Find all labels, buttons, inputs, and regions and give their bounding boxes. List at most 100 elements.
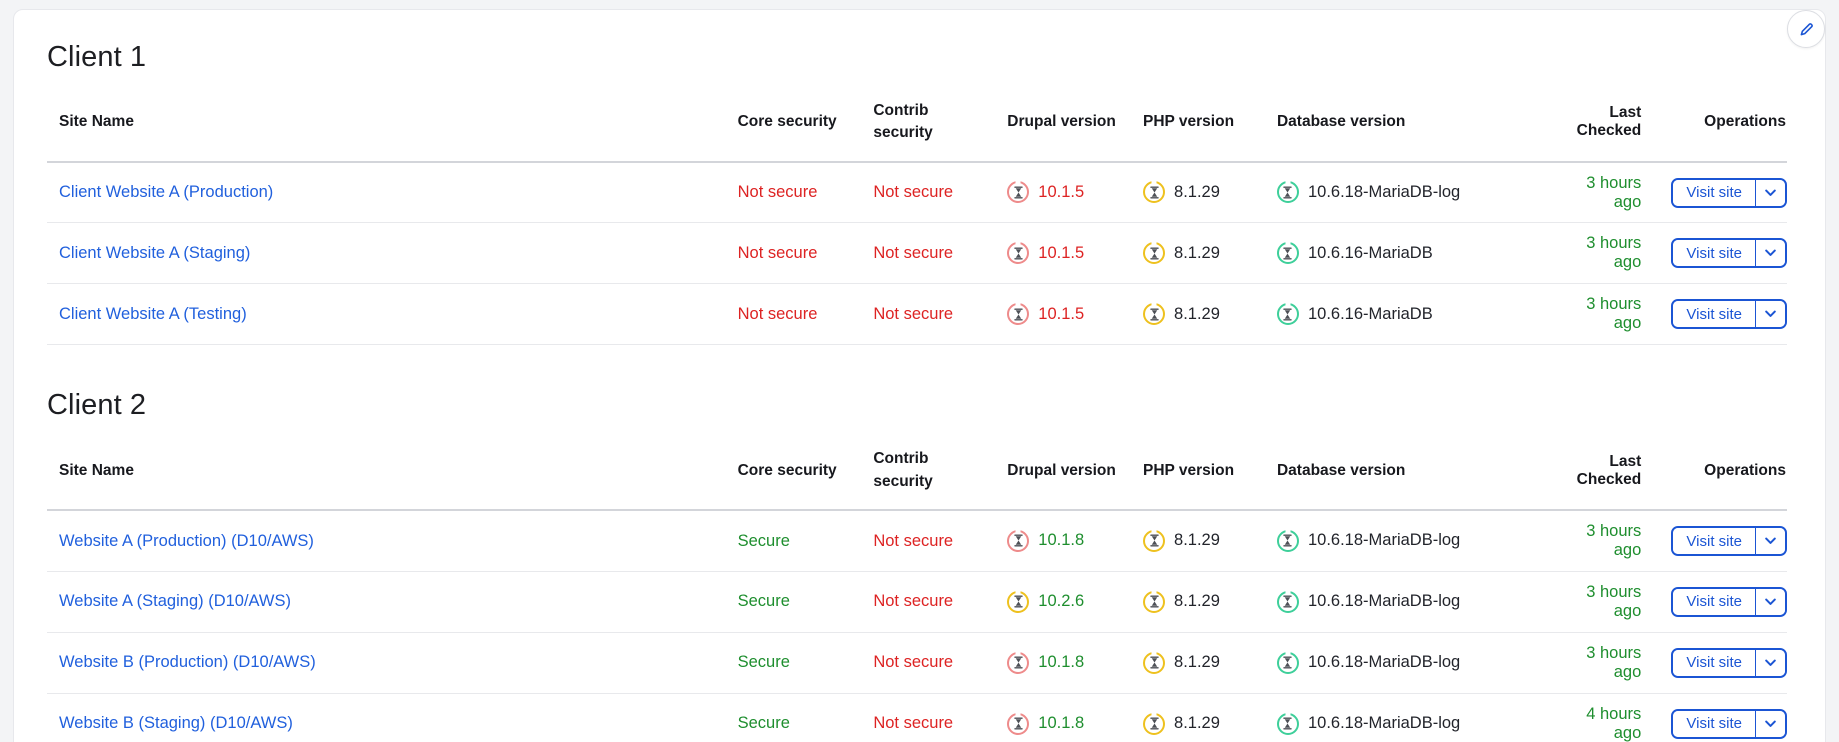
contrib-security-status: Not secure (873, 531, 954, 550)
hourglass-icon (1143, 181, 1166, 204)
operations-cell: Visit site (1644, 571, 1787, 633)
core-security-cell: Secure (725, 693, 862, 742)
column-header-contrib-security: Contrib security (861, 86, 996, 163)
column-header-last-checked: Last Checked (1543, 86, 1645, 163)
column-header-operations: Operations (1644, 434, 1787, 512)
drupal-version-value: 10.1.8 (1038, 714, 1085, 733)
hourglass-icon (1007, 712, 1030, 735)
php-version-cell: 8.1.29 (1131, 222, 1265, 285)
edit-button[interactable] (1787, 10, 1825, 48)
chevron-down-icon (1765, 189, 1776, 197)
visit-site-button[interactable]: Visit site (1673, 179, 1755, 206)
contrib-security-status: Not secure (873, 243, 954, 262)
contrib-security-status: Not secure (873, 592, 954, 611)
site-name-cell: Website B (Production) (D10/AWS) (47, 632, 726, 694)
sites-table: Site Name Core security Contrib security Dr… (47, 434, 1787, 742)
core-security-cell: Secure (725, 632, 862, 694)
site-name-cell: Client Website A (Testing) (47, 283, 726, 346)
database-version-value: 10.6.16-MariaDB (1307, 243, 1433, 262)
visit-site-dropdown-toggle[interactable] (1755, 588, 1785, 615)
core-security-status: Not secure (737, 183, 818, 202)
drupal-version-cell: 10.1.8 (995, 693, 1132, 742)
column-header-contrib-security: Contrib security (861, 434, 996, 512)
visit-site-button[interactable]: Visit site (1673, 528, 1755, 555)
drupal-version-cell: 10.1.5 (995, 222, 1132, 285)
php-version-cell: 8.1.29 (1131, 283, 1265, 346)
last-checked-cell: 3 hours ago (1543, 283, 1645, 346)
last-checked-cell: 3 hours ago (1543, 222, 1645, 285)
pencil-icon (1798, 21, 1815, 38)
php-version-cell: 8.1.29 (1131, 161, 1265, 224)
visit-site-split-button: Visit site (1671, 647, 1787, 678)
php-version-value: 8.1.29 (1174, 243, 1220, 262)
visit-site-dropdown-toggle[interactable] (1755, 179, 1785, 206)
contrib-security-status: Not secure (873, 183, 954, 202)
drupal-version-value: 10.1.5 (1038, 243, 1085, 262)
core-security-cell: Not secure (725, 283, 862, 346)
table-row: Client Website A (Testing) Not secure No… (47, 283, 1787, 346)
core-security-status: Secure (737, 653, 790, 672)
visit-site-button[interactable]: Visit site (1673, 240, 1755, 267)
visit-site-dropdown-toggle[interactable] (1755, 301, 1785, 328)
sections: Client 1 Site Name Core security Contrib s… (47, 41, 1787, 742)
last-checked-value: 3 hours ago (1586, 582, 1642, 620)
hourglass-icon (1276, 529, 1299, 552)
visit-site-dropdown-toggle[interactable] (1755, 240, 1785, 267)
hourglass-icon (1276, 181, 1299, 204)
drupal-version-value: 10.2.6 (1038, 592, 1085, 611)
chevron-down-icon (1765, 720, 1776, 728)
chevron-down-icon (1765, 537, 1776, 545)
visit-site-dropdown-toggle[interactable] (1755, 710, 1785, 737)
hourglass-icon (1143, 651, 1166, 674)
column-header-last-checked: Last Checked (1543, 434, 1645, 512)
operations-cell: Visit site (1644, 510, 1787, 572)
drupal-version-cell: 10.1.5 (995, 283, 1132, 346)
visit-site-dropdown-toggle[interactable] (1755, 649, 1785, 676)
site-link[interactable]: Client Website A (Staging) (59, 243, 251, 262)
site-link[interactable]: Client Website A (Production) (59, 183, 274, 202)
column-header-database-version: Database version (1264, 86, 1544, 163)
visit-site-button[interactable]: Visit site (1673, 588, 1755, 615)
last-checked-value: 3 hours ago (1586, 643, 1642, 681)
site-link[interactable]: Website B (Staging) (D10/AWS) (59, 714, 293, 733)
drupal-version-value: 10.1.8 (1038, 531, 1085, 550)
site-link[interactable]: Website B (Production) (D10/AWS) (59, 653, 316, 672)
visit-site-split-button: Visit site (1671, 586, 1787, 617)
database-version-value: 10.6.18-MariaDB-log (1307, 182, 1461, 201)
hourglass-icon (1276, 712, 1299, 735)
column-header-php-version: PHP version (1131, 434, 1265, 512)
php-version-value: 8.1.29 (1174, 592, 1220, 611)
core-security-cell: Not secure (725, 161, 862, 224)
column-header-php-version: PHP version (1131, 86, 1265, 163)
site-name-cell: Website A (Staging) (D10/AWS) (47, 571, 726, 633)
section-title: Client 2 (47, 389, 147, 422)
php-version-value: 8.1.29 (1174, 182, 1220, 201)
visit-site-button[interactable]: Visit site (1673, 649, 1755, 676)
database-version-value: 10.6.18-MariaDB-log (1307, 714, 1461, 733)
last-checked-cell: 3 hours ago (1543, 632, 1645, 694)
core-security-status: Not secure (737, 304, 818, 323)
core-security-cell: Secure (725, 510, 862, 572)
visit-site-button[interactable]: Visit site (1673, 301, 1755, 328)
site-link[interactable]: Website A (Staging) (D10/AWS) (59, 592, 292, 611)
chevron-down-icon (1765, 249, 1776, 257)
database-version-cell: 10.6.16-MariaDB (1264, 283, 1544, 346)
table-row: Client Website A (Production) Not secure… (47, 161, 1787, 224)
column-header-site-name: Site Name (47, 86, 726, 163)
dashboard-card: Client 1 Site Name Core security Contrib s… (13, 9, 1826, 742)
site-name-cell: Client Website A (Production) (47, 161, 726, 224)
site-link[interactable]: Website A (Production) (D10/AWS) (59, 531, 314, 550)
contrib-security-cell: Not secure (861, 693, 996, 742)
visit-site-dropdown-toggle[interactable] (1755, 528, 1785, 555)
site-link[interactable]: Client Website A (Testing) (59, 304, 247, 323)
contrib-security-status: Not secure (873, 714, 954, 733)
php-version-value: 8.1.29 (1174, 653, 1220, 672)
contrib-security-status: Not secure (873, 304, 954, 323)
drupal-version-cell: 10.2.6 (995, 571, 1132, 633)
php-version-value: 8.1.29 (1174, 531, 1220, 550)
visit-site-button[interactable]: Visit site (1673, 710, 1755, 737)
hourglass-icon (1007, 303, 1030, 326)
table-row: Website B (Production) (D10/AWS) Secure … (47, 632, 1787, 694)
operations-cell: Visit site (1644, 693, 1787, 742)
database-version-cell: 10.6.18-MariaDB-log (1264, 693, 1544, 742)
